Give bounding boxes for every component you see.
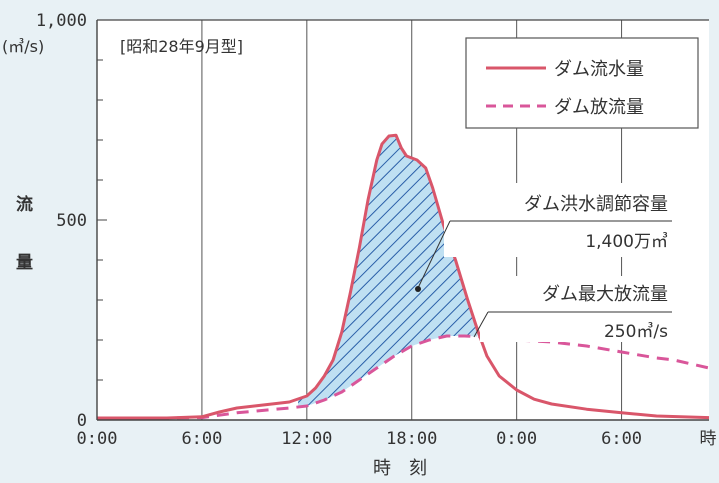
annotation-max-value: 250㎥/s (604, 322, 668, 342)
x-axis-label: 時 刻 (373, 458, 427, 479)
annotation-capacity-leader (417, 220, 451, 289)
annotation-capacity-dot (415, 286, 421, 292)
y-axis-label-2: 量 (16, 252, 33, 273)
flood-control-capacity-area (298, 135, 478, 407)
y-unit-label: (㎥/s) (2, 37, 44, 56)
y-axis-label-1: 流 (16, 194, 33, 215)
series-line-outflow (97, 334, 710, 420)
annotation-capacity-bg (444, 183, 676, 257)
x-tick-label: 12:00 (281, 429, 332, 449)
annotation-capacity: ダム洪水調節容量 1,400万㎥ (415, 183, 676, 292)
annotation-max-leader (473, 311, 489, 338)
annotation-capacity-title: ダム洪水調節容量 (524, 194, 668, 215)
series-line-inflow (97, 133, 710, 420)
y-tick-label: 500 (56, 211, 87, 231)
x-tick-label: 6:00 (181, 429, 222, 449)
annotation-capacity-value: 1,400万㎥ (585, 232, 668, 252)
x-axis-end-label: 時 (700, 429, 717, 449)
annotation-max-discharge: ダム最大放流量 250㎥/s (473, 276, 676, 342)
y-tick-label: 0 (77, 411, 87, 431)
legend-box (465, 37, 699, 129)
x-tick-label: 6:00 (601, 429, 642, 449)
legend-label-inflow: ダム流水量 (554, 59, 644, 80)
annotation-max-title: ダム最大放流量 (542, 284, 668, 305)
ticks: 0 500 1,000 0:00 6:00 12:00 18:00 0:00 6:00 (36, 11, 642, 449)
x-tick-label: 0:00 (496, 429, 537, 449)
annotation-max-bg (480, 276, 676, 342)
y-tick-label: 1,000 (36, 11, 87, 31)
legend: ダム流水量 ダム放流量 (465, 37, 699, 129)
chart-title: [昭和28年9月型] (120, 37, 243, 56)
series-layer (97, 133, 710, 420)
legend-label-outflow: ダム放流量 (554, 97, 644, 118)
x-tick-label: 0:00 (77, 429, 118, 449)
x-tick-label: 18:00 (386, 429, 437, 449)
